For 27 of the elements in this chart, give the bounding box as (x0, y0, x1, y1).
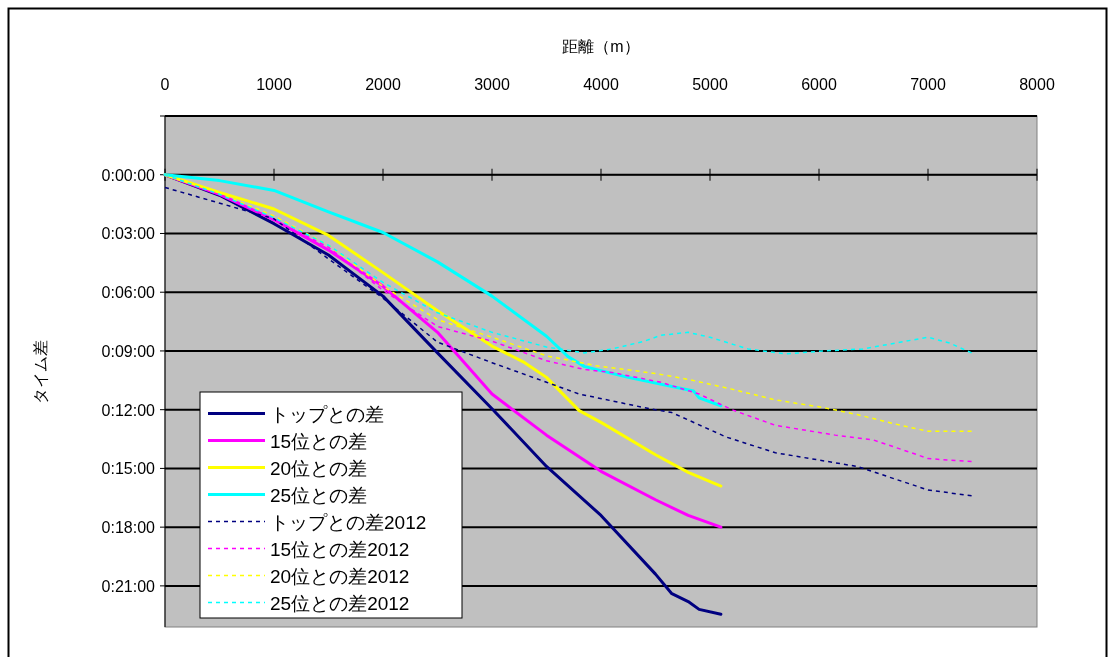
legend-label: トップとの差 (270, 403, 384, 425)
y-tick-label: 0:18:00 (101, 519, 156, 537)
x-tick-label: 2000 (365, 76, 401, 93)
x-tick-label: 3000 (474, 76, 510, 93)
y-tick-label: 0:03:00 (101, 225, 156, 243)
legend-label: 15位との差 (270, 430, 368, 452)
legend-label: 15位との差2012 (270, 538, 410, 560)
x-tick-label: 0 (160, 76, 170, 93)
y-tick-label: 0:09:00 (101, 342, 156, 360)
x-tick-label: 7000 (910, 76, 946, 93)
y-tick-label: 0:21:00 (101, 577, 156, 595)
legend-label: 20位との差2012 (270, 565, 410, 587)
y-tick-label: 0:15:00 (101, 460, 156, 478)
x-tick-label: 8000 (1019, 76, 1055, 93)
legend-label: 25位との差 (270, 484, 368, 506)
legend-label: 20位との差 (270, 457, 368, 479)
x-tick-label: 1000 (256, 76, 292, 93)
y-tick-label: 0:12:00 (101, 401, 156, 419)
legend-label: 25位との差2012 (270, 592, 410, 614)
x-tick-label: 5000 (692, 76, 728, 93)
y-axis-title: タイム差 (32, 339, 49, 404)
y-tick-label: 0:00:00 (101, 166, 156, 184)
x-axis-title: 距離（m） (562, 38, 640, 55)
legend-label: トップとの差2012 (270, 511, 427, 533)
x-tick-label: 4000 (583, 76, 619, 93)
x-tick-label: 6000 (801, 76, 837, 93)
y-tick-label: 0:06:00 (101, 284, 156, 302)
